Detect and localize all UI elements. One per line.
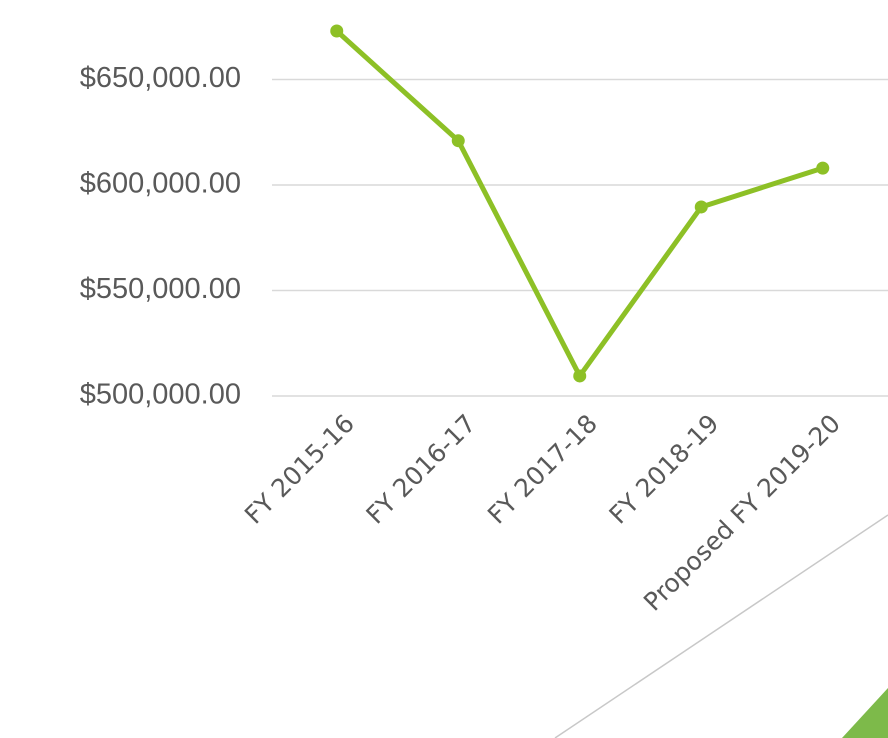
x-tick-label: FY 2016-17 bbox=[360, 409, 481, 530]
y-tick-label: $600,000.00 bbox=[80, 168, 241, 200]
x-tick-label: FY 2017-18 bbox=[482, 409, 603, 530]
marker bbox=[451, 134, 465, 148]
decor-triangle bbox=[842, 688, 888, 738]
marker bbox=[816, 161, 830, 175]
y-tick-label: $650,000.00 bbox=[80, 62, 241, 94]
x-tick-label: FY 2015-16 bbox=[239, 409, 360, 530]
line bbox=[335, 29, 824, 379]
decor-line bbox=[554, 514, 888, 738]
y-tick-label: $500,000.00 bbox=[80, 379, 241, 411]
x-tick-label: Proposed FY 2019-20 bbox=[638, 409, 846, 617]
marker bbox=[573, 369, 587, 383]
x-tick-label: FY 2018-19 bbox=[603, 409, 724, 530]
marker bbox=[694, 200, 708, 214]
marker bbox=[330, 24, 344, 38]
y-tick-label: $550,000.00 bbox=[80, 273, 241, 305]
